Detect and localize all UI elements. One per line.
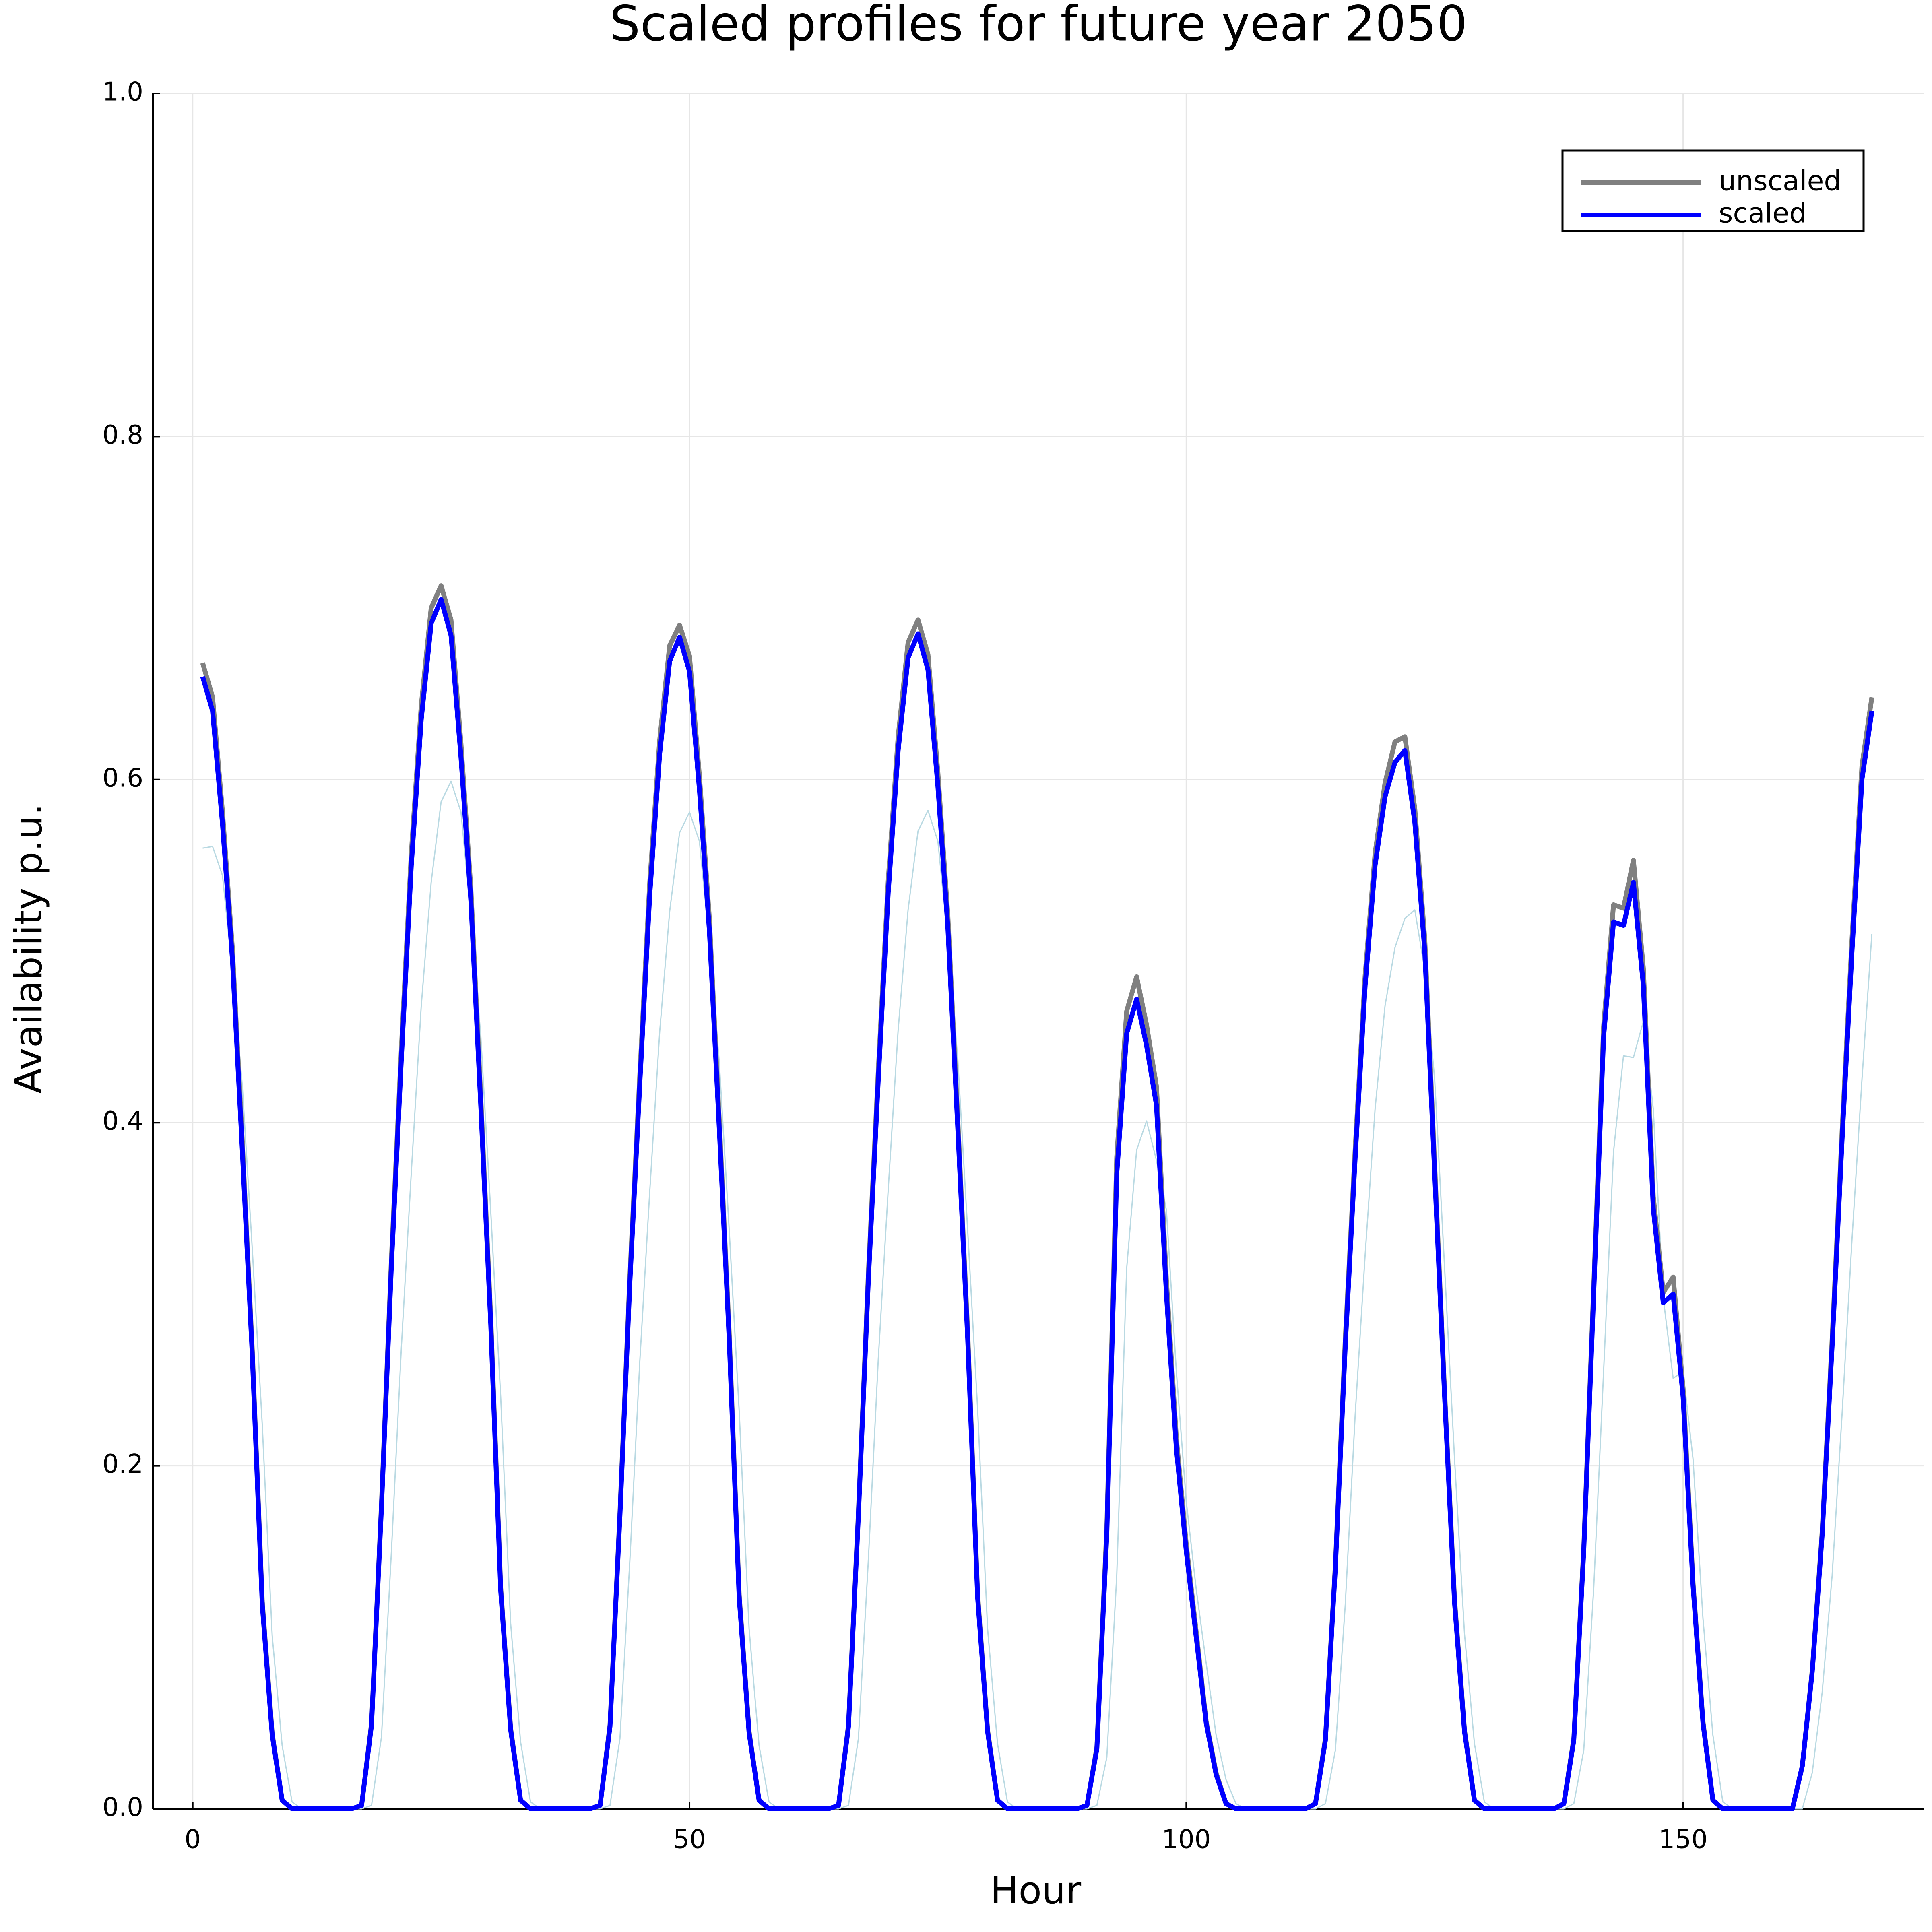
y-axis-label: Availability p.u.: [7, 803, 51, 1094]
legend-box: [1561, 149, 1865, 232]
x-axis-label: Hour: [990, 1869, 1082, 1913]
x-tick-label: 150: [1659, 1825, 1708, 1855]
x-tick-label: 0: [184, 1825, 201, 1855]
series-line: [200, 583, 1874, 1811]
y-tick-label: 0.2: [102, 1449, 143, 1479]
chart-title: Scaled profiles for future year 2050: [609, 0, 1467, 52]
y-tick-label: 0.0: [102, 1793, 143, 1823]
legend-label: unscaled: [1719, 165, 1841, 197]
x-tick-label: 100: [1162, 1825, 1211, 1855]
x-tick-label: 50: [673, 1825, 706, 1855]
y-tick-label: 0.4: [102, 1106, 143, 1136]
legend-label: scaled: [1719, 198, 1806, 229]
series-line: [202, 780, 1873, 1810]
y-tick-label: 0.8: [102, 420, 143, 450]
series-line: [200, 597, 1874, 1811]
y-tick-label: 0.6: [102, 763, 143, 793]
y-tick-label: 1.0: [102, 77, 143, 107]
